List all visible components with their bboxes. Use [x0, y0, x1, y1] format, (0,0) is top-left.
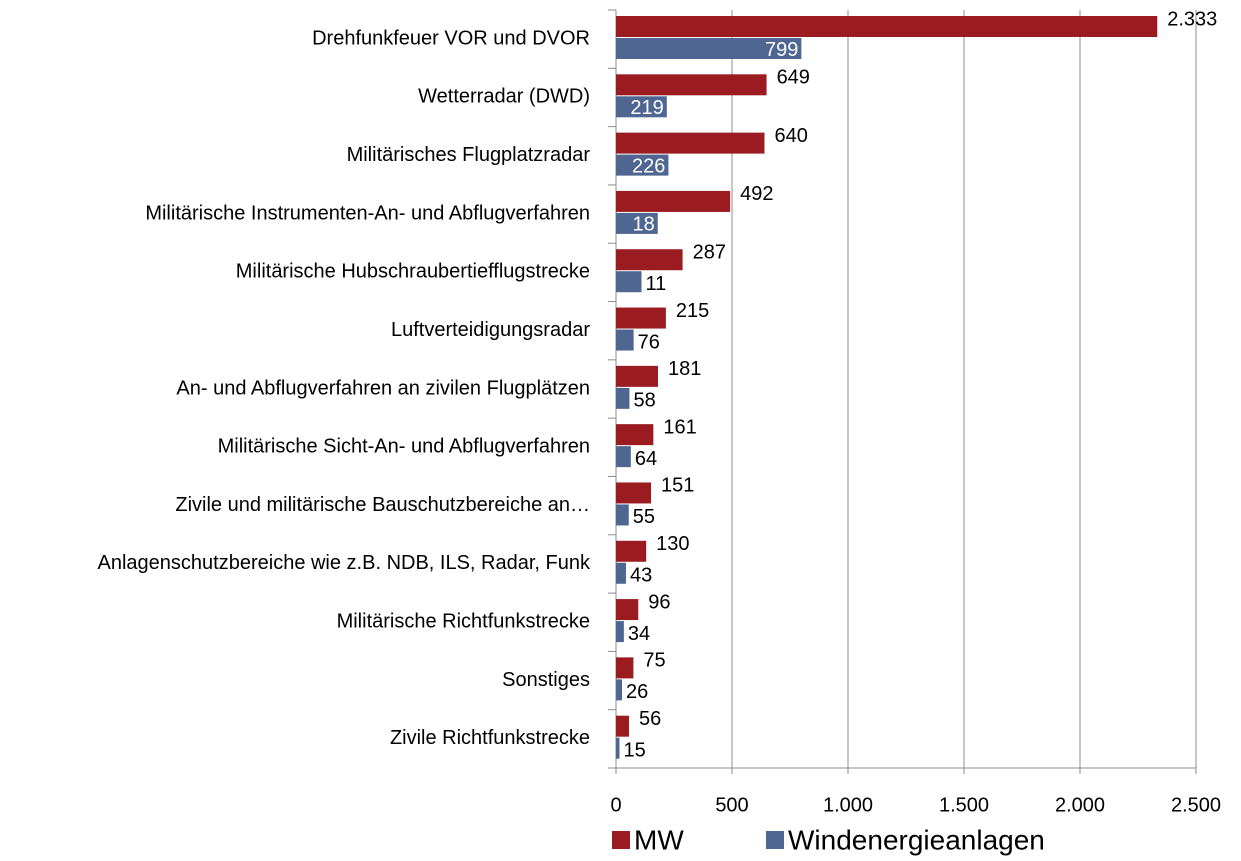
x-tick-label: 500 [715, 794, 748, 816]
data-label: 56 [639, 708, 661, 730]
category-label: Anlagenschutzbereiche wie z.B. NDB, ILS,… [98, 552, 591, 574]
bar [616, 154, 669, 176]
data-label: 161 [663, 416, 696, 438]
data-label: 287 [693, 242, 726, 264]
bar [616, 38, 802, 59]
category-label: Militärische Hubschraubertiefflugstrecke [236, 261, 590, 283]
data-label: 18 [633, 214, 655, 236]
data-label: 43 [630, 565, 652, 587]
bar [616, 715, 629, 737]
bar [616, 132, 765, 154]
data-label: 34 [628, 623, 650, 645]
data-label: 2.333 [1167, 8, 1217, 30]
bar [616, 482, 652, 504]
category-label: Drehfunkfeuer VOR und DVOR [312, 27, 590, 49]
data-label: 640 [774, 125, 807, 147]
bar [616, 387, 630, 409]
x-tick-label: 1.000 [823, 794, 873, 816]
legend-label: Windenergieanlagen [788, 824, 1045, 855]
data-label: 181 [668, 358, 701, 380]
legend-swatch [766, 831, 784, 849]
x-tick-label: 2.500 [1171, 794, 1221, 816]
bar [616, 621, 624, 643]
bar [616, 424, 654, 446]
bar [616, 446, 631, 468]
data-label: 215 [676, 300, 709, 322]
category-label: An- und Abflugverfahren an zivilen Flugp… [176, 377, 590, 399]
bar [616, 504, 629, 526]
data-label: 76 [638, 331, 660, 353]
bar [616, 365, 658, 387]
bar [616, 190, 731, 212]
x-tick-label: 0 [610, 794, 621, 816]
bar [616, 96, 667, 118]
bar [616, 307, 666, 329]
bar [616, 737, 620, 759]
category-label: Militärische Richtfunkstrecke [337, 611, 590, 633]
bar [616, 249, 683, 271]
x-tick-label: 2.000 [1055, 794, 1105, 816]
legend-swatch [612, 831, 630, 849]
legend-label: MW [634, 824, 684, 855]
bar [616, 657, 634, 679]
bar [616, 679, 623, 701]
category-label: Wetterradar (DWD) [418, 86, 590, 108]
data-label: 151 [661, 475, 694, 497]
data-label: 26 [626, 681, 648, 703]
bar [616, 16, 1158, 37]
data-label: 649 [777, 67, 810, 89]
data-label: 75 [643, 650, 665, 672]
category-label: Luftverteidigungsradar [391, 319, 590, 341]
data-label: 219 [630, 97, 663, 119]
bar [616, 540, 647, 562]
x-tick-label: 1.500 [939, 794, 989, 816]
data-label: 799 [765, 39, 798, 61]
bar [616, 329, 634, 351]
category-label: Zivile und militärische Bauschutzbereich… [175, 494, 590, 516]
category-label: Zivile Richtfunkstrecke [390, 727, 590, 749]
data-label: 15 [623, 739, 645, 761]
category-label: Militärische Instrumenten-An- und Abflug… [145, 202, 590, 224]
data-label: 492 [740, 183, 773, 205]
data-label: 64 [635, 448, 657, 470]
bar [616, 271, 642, 293]
bar [616, 212, 658, 234]
data-label: 130 [656, 533, 689, 555]
data-label: 11 [646, 273, 667, 295]
bar [616, 562, 626, 584]
category-label: Militärisches Flugplatzradar [347, 144, 591, 166]
data-label: 55 [633, 506, 655, 528]
category-label: Militärische Sicht-An- und Abflugverfahr… [218, 436, 590, 458]
bar [616, 599, 639, 621]
bar [616, 74, 767, 96]
data-label: 58 [633, 390, 655, 412]
data-label: 226 [632, 155, 665, 177]
data-label: 96 [648, 591, 670, 613]
category-label: Sonstiges [502, 669, 590, 691]
